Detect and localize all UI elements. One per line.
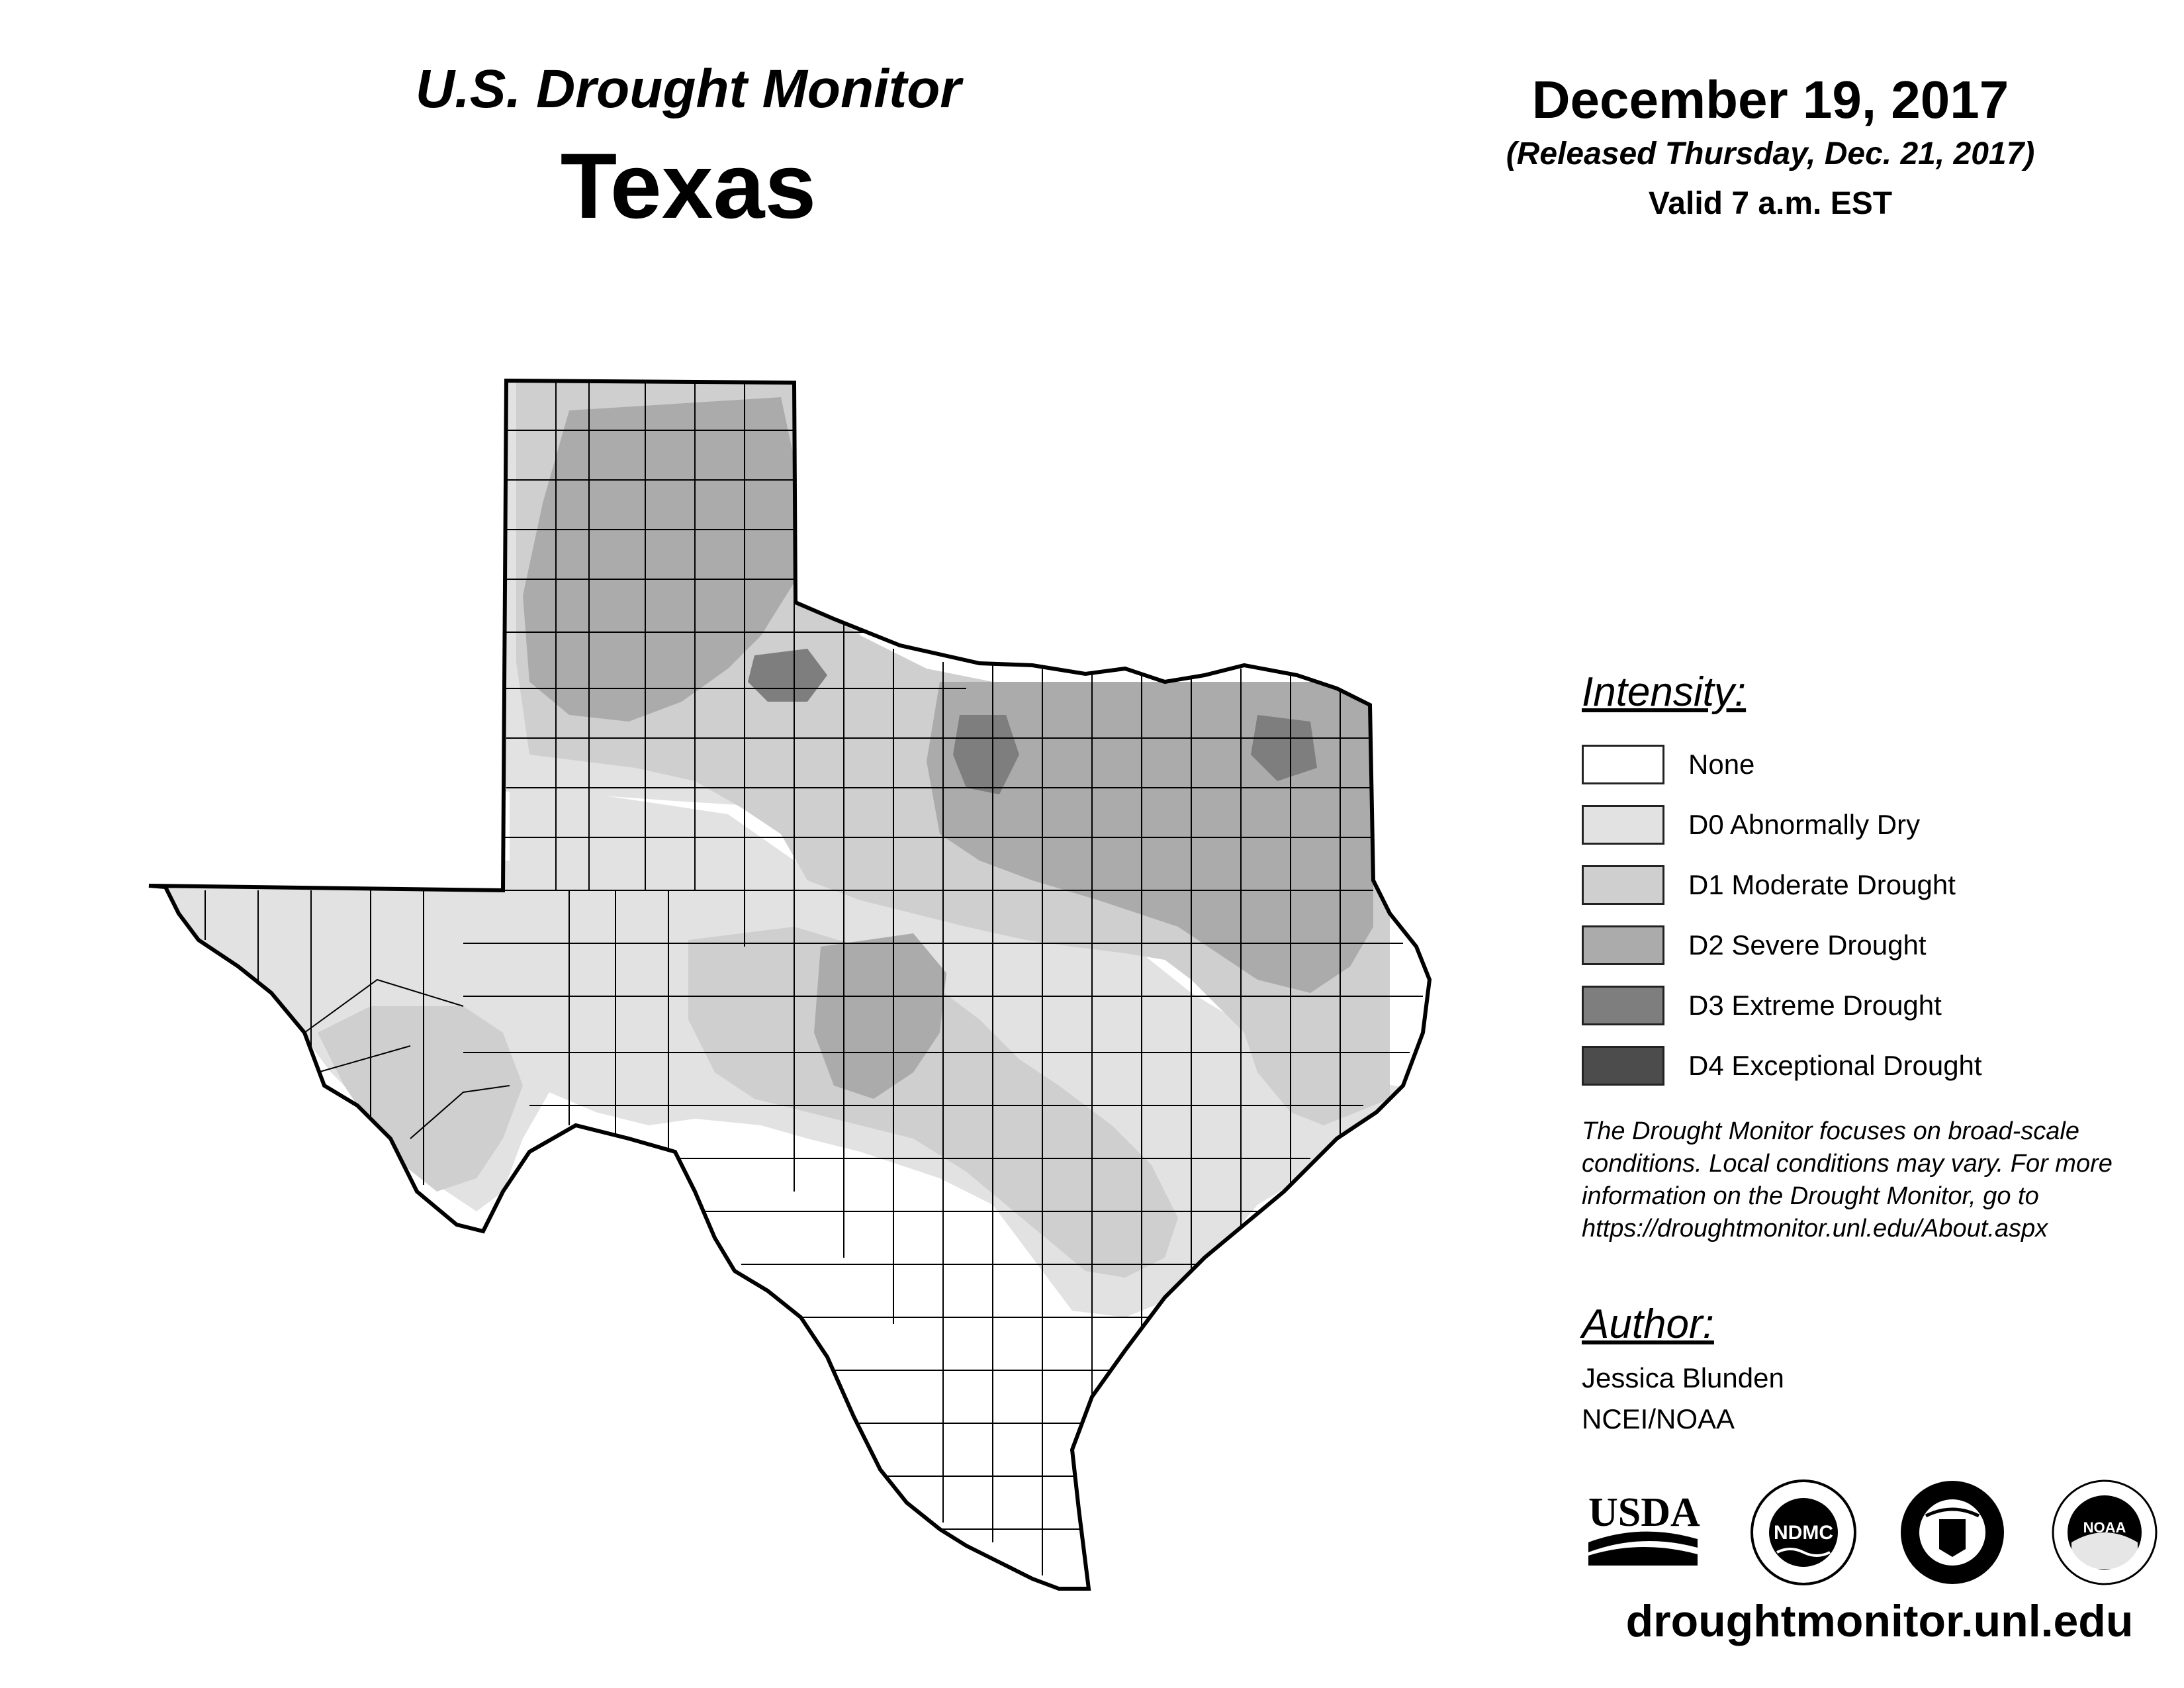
website-url[interactable]: droughtmonitor.unl.edu	[1625, 1596, 2134, 1646]
svg-text:USDA: USDA	[1588, 1490, 1700, 1535]
legend-swatch	[1582, 865, 1664, 905]
valid-time: Valid 7 a.m. EST	[1648, 186, 1893, 221]
legend-item-none: None	[1582, 734, 2177, 794]
disclaimer-note: The Drought Monitor focuses on broad-sca…	[1582, 1117, 2113, 1243]
legend-label: D3 Extreme Drought	[1688, 989, 1942, 1021]
map-title: U.S. Drought Monitor	[415, 59, 962, 119]
texas-state-outline	[148, 378, 1432, 1591]
drought-d2-area	[523, 397, 801, 722]
legend-swatch	[1582, 925, 1664, 965]
intensity-legend: Intensity: None D0 Abnormally Dry D1 Mod…	[1582, 669, 2177, 1096]
legend-item-d0: D0 Abnormally Dry	[1582, 794, 2177, 855]
map-date: December 19, 2017	[1531, 70, 2009, 129]
svg-text:NDMC: NDMC	[1774, 1522, 1833, 1544]
noaa-logo: NOAA	[2052, 1479, 2158, 1585]
release-date: (Released Thursday, Dec. 21, 2017)	[1506, 136, 2035, 171]
texas-drought-map	[148, 378, 1432, 1591]
legend-swatch	[1582, 1045, 1664, 1086]
legend-item-d4: D4 Exceptional Drought	[1582, 1035, 2177, 1096]
legend-label: D0 Abnormally Dry	[1688, 808, 1921, 840]
legend-swatch	[1582, 985, 1664, 1025]
legend-swatch	[1582, 744, 1664, 784]
drought-d3-area	[1251, 715, 1317, 781]
drought-d3-area	[953, 715, 1019, 794]
drought-d1-area	[688, 927, 1178, 1278]
author-name: Jessica Blunden	[1582, 1362, 1784, 1393]
commerce-seal	[1901, 1481, 2004, 1584]
legend-label: D2 Severe Drought	[1688, 929, 1927, 961]
state-name: Texas	[560, 134, 817, 238]
legend-item-d3: D3 Extreme Drought	[1582, 975, 2177, 1035]
legend-swatch	[1582, 804, 1664, 845]
agency-logos: USDA NDMC NOAA	[1588, 1479, 2158, 1585]
legend-label: D1 Moderate Drought	[1688, 868, 1956, 900]
county-boundaries	[205, 381, 1423, 1575]
drought-d2-area	[814, 933, 946, 1099]
author-organization: NCEI/NOAA	[1582, 1403, 1735, 1434]
svg-text:NOAA: NOAA	[2083, 1519, 2126, 1536]
ndmc-logo: NDMC	[1751, 1479, 1856, 1585]
usda-logo: USDA	[1588, 1490, 1700, 1566]
author-heading: Author:	[1582, 1301, 1714, 1347]
legend-item-d1: D1 Moderate Drought	[1582, 855, 2177, 915]
legend-title: Intensity:	[1582, 669, 1747, 715]
legend-label: None	[1688, 748, 1755, 780]
legend-item-d2: D2 Severe Drought	[1582, 915, 2177, 975]
legend-label: D4 Exceptional Drought	[1688, 1049, 1982, 1081]
